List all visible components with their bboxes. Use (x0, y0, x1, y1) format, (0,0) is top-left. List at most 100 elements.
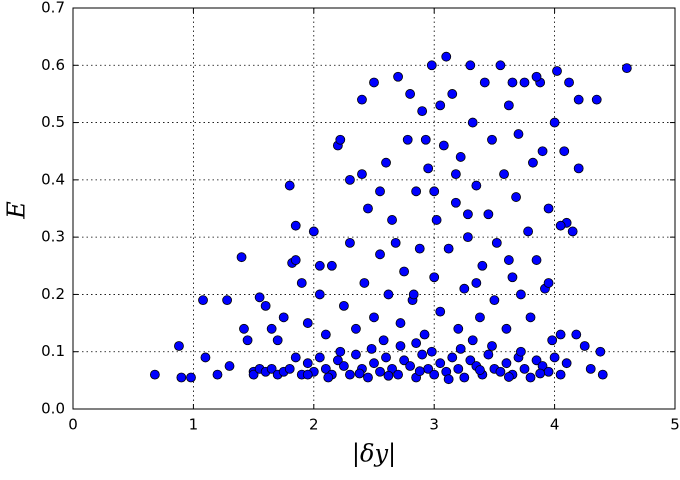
point (555, 329, 566, 340)
point (266, 363, 277, 374)
point (487, 341, 497, 351)
point (571, 329, 582, 340)
point (399, 266, 410, 277)
point (390, 237, 401, 248)
point (463, 232, 473, 243)
point (531, 71, 542, 82)
point (423, 163, 434, 174)
point (531, 255, 542, 265)
point (278, 312, 289, 323)
plot-frame (72, 7, 676, 410)
point (414, 243, 425, 254)
y-tick-label: 0.4 (41, 170, 65, 188)
x-axis-label: |δy| (352, 440, 396, 469)
point (284, 363, 295, 374)
point (429, 186, 440, 197)
point (450, 197, 461, 208)
point (585, 363, 596, 374)
point (547, 335, 558, 346)
point (345, 237, 355, 248)
point (463, 209, 473, 220)
point (447, 89, 458, 99)
point (239, 323, 249, 334)
point (435, 100, 446, 111)
point (535, 368, 546, 379)
point (537, 146, 548, 157)
point (290, 255, 301, 265)
point (351, 323, 361, 334)
point (471, 278, 482, 288)
point (549, 352, 560, 363)
point (438, 140, 449, 151)
point (515, 346, 526, 357)
point (266, 323, 277, 334)
point (555, 369, 566, 380)
point (369, 312, 379, 323)
point (528, 157, 538, 168)
point (393, 71, 403, 82)
point (507, 272, 518, 283)
point (597, 369, 608, 380)
x-tick-label: 4 (550, 416, 560, 434)
x-tick-label: 1 (189, 416, 199, 434)
point (543, 203, 554, 214)
point (375, 366, 385, 377)
point (499, 169, 509, 180)
point (314, 289, 325, 300)
point (459, 372, 470, 383)
point (559, 146, 570, 157)
point (375, 249, 385, 260)
point (369, 358, 379, 369)
point (420, 134, 431, 145)
point (411, 338, 422, 349)
point (503, 372, 514, 382)
point (483, 209, 494, 220)
x-tick-label: 0 (68, 416, 78, 434)
point (296, 278, 307, 288)
point (467, 117, 478, 128)
point (335, 134, 346, 145)
point (475, 365, 485, 375)
point (455, 152, 466, 162)
point (393, 369, 403, 380)
point (435, 306, 446, 317)
point (426, 346, 437, 357)
point (543, 366, 554, 377)
point (254, 292, 265, 303)
point (431, 215, 442, 225)
point (447, 352, 458, 363)
point (308, 226, 319, 237)
y-tick-label: 0.6 (41, 56, 65, 74)
point (459, 283, 470, 294)
y-tick-label: 0.0 (41, 400, 65, 418)
point (302, 358, 313, 369)
point (435, 358, 446, 369)
point (503, 100, 514, 111)
point (320, 329, 331, 340)
point (222, 295, 233, 306)
point (531, 355, 542, 366)
point (354, 368, 365, 379)
point (471, 180, 482, 191)
point (408, 289, 419, 300)
point (326, 260, 337, 271)
y-axis-label: E (3, 201, 31, 220)
y-tick-label: 0.7 (41, 0, 65, 17)
point (366, 343, 377, 354)
point (383, 370, 394, 381)
point (149, 369, 160, 380)
point (487, 134, 497, 145)
point (465, 60, 476, 71)
point (314, 260, 325, 271)
point (411, 186, 422, 197)
point (399, 355, 410, 366)
point (501, 323, 512, 334)
point (242, 335, 253, 346)
point (174, 341, 184, 351)
point (552, 66, 562, 76)
point (405, 361, 416, 371)
point (363, 203, 373, 214)
point (525, 312, 536, 323)
point (405, 89, 416, 99)
